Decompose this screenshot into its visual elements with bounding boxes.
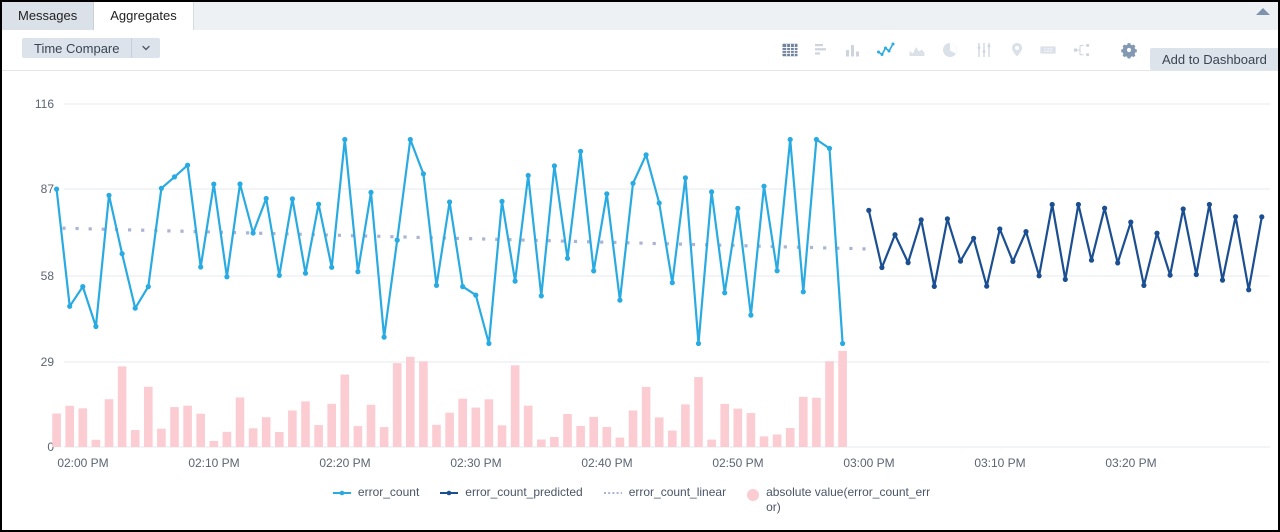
- svg-text:02:30 PM: 02:30 PM: [450, 456, 501, 470]
- svg-text:03:00 PM: 03:00 PM: [843, 456, 894, 470]
- svg-text:02:20 PM: 02:20 PM: [319, 456, 370, 470]
- svg-text:58: 58: [41, 269, 55, 283]
- svg-text:02:10 PM: 02:10 PM: [188, 456, 239, 470]
- svg-text:03:10 PM: 03:10 PM: [974, 456, 1025, 470]
- svg-text:116: 116: [35, 97, 54, 111]
- svg-text:87: 87: [41, 182, 55, 196]
- svg-text:29: 29: [41, 355, 55, 369]
- svg-text:123: 123: [1043, 48, 1052, 54]
- svg-text:02:50 PM: 02:50 PM: [712, 456, 763, 470]
- svg-text:03:20 PM: 03:20 PM: [1105, 456, 1156, 470]
- svg-text:02:00 PM: 02:00 PM: [57, 456, 108, 470]
- svg-text:02:40 PM: 02:40 PM: [581, 456, 632, 470]
